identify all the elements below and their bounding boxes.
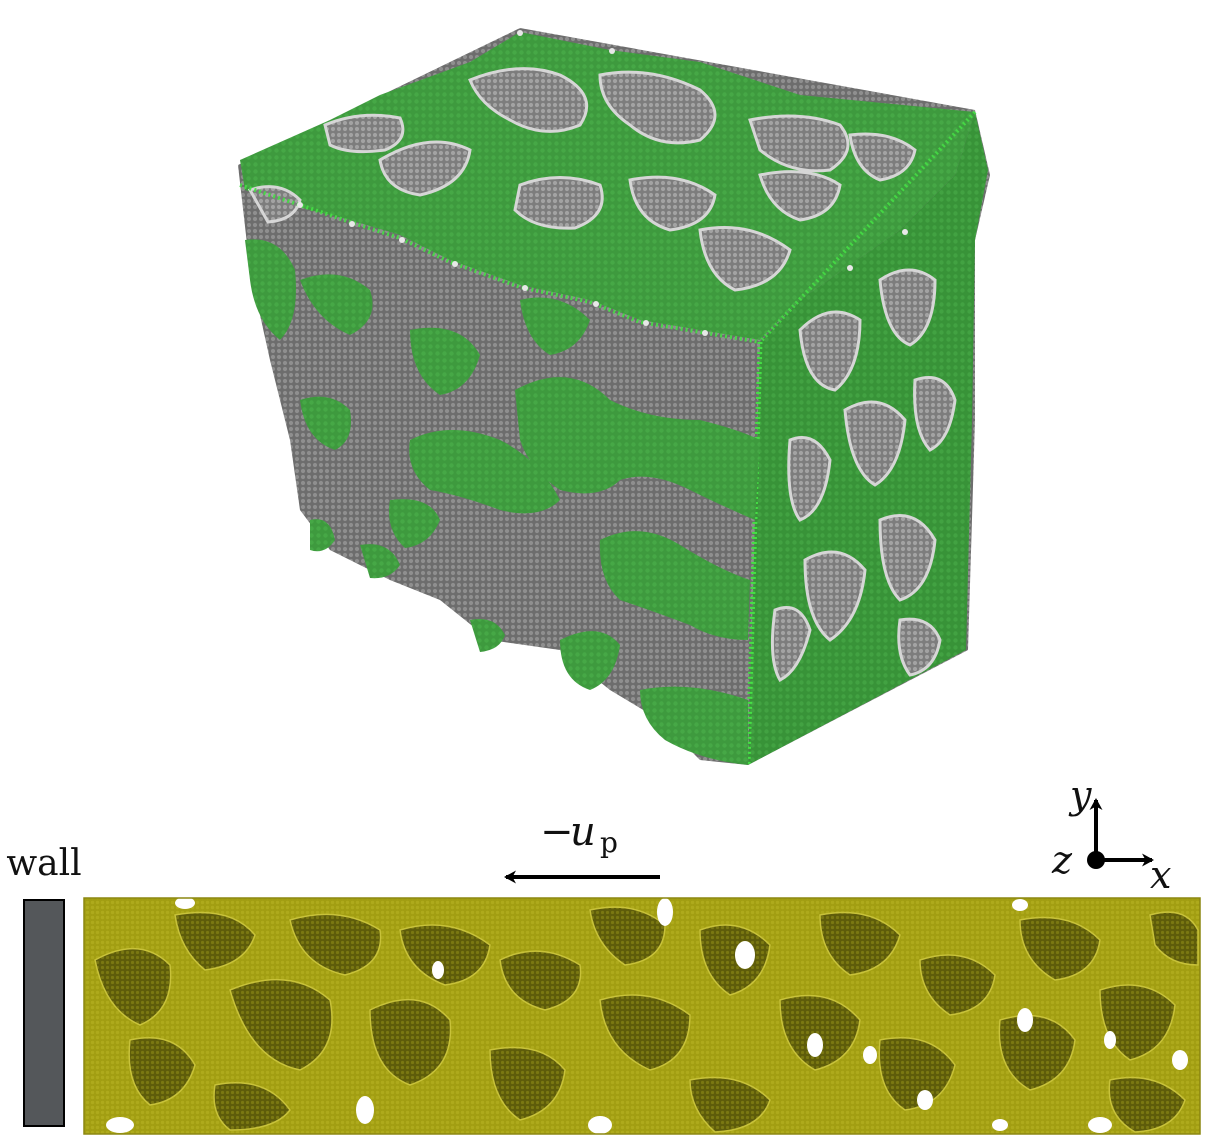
cube-vertical-edge [745, 341, 763, 766]
cube-top-edge-highlight [239, 183, 761, 344]
porous-foam-slab-2d [83, 897, 1201, 1135]
velocity-symbol: u [570, 809, 596, 855]
axis-x-label: x [1150, 853, 1171, 897]
cube-top-pores [247, 67, 917, 292]
velocity-subscript: p [600, 826, 618, 859]
cube-front-ridges [245, 239, 760, 765]
axis-z-dot [1087, 851, 1105, 869]
cube-edge-dots [297, 30, 908, 336]
porous-foam-cube-3d [238, 28, 990, 766]
slab-through-holes [106, 897, 1188, 1134]
axis-y-label: y [1068, 773, 1092, 817]
cube-top-face [240, 32, 975, 340]
slab-pores [94, 906, 1199, 1133]
velocity-sign: − [540, 809, 574, 855]
axis-z-label: z [1051, 838, 1073, 882]
cube-right-pores [770, 268, 957, 682]
velocity-label: − u p [540, 809, 618, 859]
wall-bar [23, 899, 65, 1127]
wall-label: wall [6, 843, 81, 884]
coordinate-axes-icon: y x z [1051, 773, 1171, 897]
